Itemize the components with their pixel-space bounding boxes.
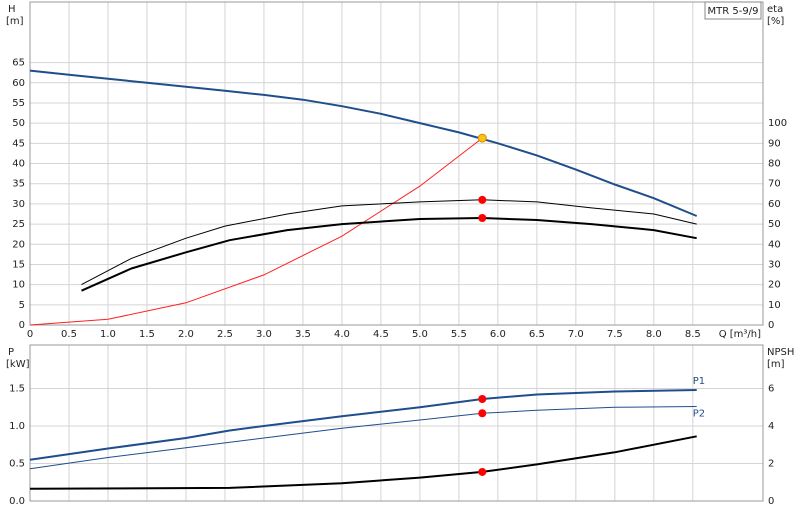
x-tick-label: 5.5 <box>451 329 467 340</box>
operating-point <box>478 395 487 403</box>
y2-tick-label: 6 <box>768 384 774 395</box>
operating-point <box>478 214 487 223</box>
operating-point <box>478 467 487 476</box>
y2-tick-label: 20 <box>768 280 781 291</box>
x-tick-label: 4.5 <box>373 329 389 340</box>
y-tick-label: 45 <box>12 138 25 149</box>
x-tick-label: 2.5 <box>217 329 233 340</box>
operating-point <box>477 133 487 143</box>
y2-tick-label: 100 <box>768 118 787 129</box>
x-tick-label: 0.5 <box>61 329 77 340</box>
y-tick-label: 25 <box>12 219 25 230</box>
y2-axis-label: NPSH <box>767 347 794 358</box>
x-axis-label: Q [m³/h] <box>719 329 761 340</box>
curve <box>29 406 697 470</box>
y-tick-label: 0.0 <box>9 496 25 507</box>
y-tick-label: 10 <box>12 280 25 291</box>
y2-tick-label: 50 <box>768 219 781 230</box>
plot-frame <box>29 1 764 326</box>
y-tick-label: 50 <box>12 118 25 129</box>
y2-tick-label: 80 <box>768 159 781 170</box>
y-tick-label: 1.0 <box>9 421 25 432</box>
x-tick-label: 4.0 <box>334 329 350 340</box>
y-tick-label: 1.5 <box>9 384 25 395</box>
y2-axis-unit: [%] <box>767 16 784 27</box>
x-tick-label: 6.5 <box>529 329 545 340</box>
curve <box>81 199 697 286</box>
y-tick-label: 35 <box>12 179 25 190</box>
x-tick-label: 1.0 <box>100 329 116 340</box>
y-tick-label: 15 <box>12 259 25 270</box>
y2-tick-label: 4 <box>768 421 774 432</box>
curve <box>29 389 697 461</box>
y-axis-unit: [kW] <box>6 359 30 370</box>
x-tick-label: 1.5 <box>139 329 155 340</box>
y2-tick-label: 0 <box>768 320 774 331</box>
y2-tick-label: 60 <box>768 199 781 210</box>
y-tick-label: 40 <box>12 159 25 170</box>
y-tick-label: 20 <box>12 239 25 250</box>
y2-tick-label: 40 <box>768 239 781 250</box>
plot-frame <box>29 344 764 502</box>
y2-tick-label: 2 <box>768 459 774 470</box>
operating-point <box>478 195 487 204</box>
x-tick-label: 8.5 <box>685 329 701 340</box>
series-label: P2 <box>693 409 705 420</box>
series-label: P1 <box>693 376 705 387</box>
curve <box>29 137 483 326</box>
y2-axis-unit: [m] <box>767 359 785 370</box>
y2-tick-label: 30 <box>768 259 781 270</box>
y2-tick-label: 70 <box>768 179 781 190</box>
title-box <box>704 1 762 20</box>
x-tick-label: 8.0 <box>646 329 662 340</box>
y-tick-label: 0 <box>19 320 25 331</box>
y-tick-label: 0.5 <box>9 459 25 470</box>
y-tick-label: 55 <box>12 98 25 109</box>
x-tick-label: 6.0 <box>490 329 506 340</box>
x-tick-label: 5.0 <box>412 329 428 340</box>
title: MTR 5-9/9 <box>708 6 759 17</box>
x-tick-label: 2.0 <box>178 329 194 340</box>
y-tick-label: 65 <box>12 58 25 69</box>
y2-tick-label: 10 <box>768 300 781 311</box>
y-axis-unit: [m] <box>6 16 24 27</box>
x-tick-label: 7.5 <box>607 329 623 340</box>
y-tick-label: 5 <box>19 300 25 311</box>
curve <box>81 216 697 292</box>
x-tick-label: 3.0 <box>256 329 272 340</box>
y-tick-label: 30 <box>12 199 25 210</box>
x-tick-label: 3.5 <box>295 329 311 340</box>
y2-tick-label: 0 <box>768 496 774 507</box>
curve <box>29 435 697 490</box>
y-axis-label: P <box>8 347 14 358</box>
operating-point <box>478 409 487 418</box>
y-tick-label: 60 <box>12 78 25 89</box>
x-tick-label: 0 <box>27 329 33 340</box>
y-axis-label: H <box>8 4 16 15</box>
curve <box>29 69 698 217</box>
x-tick-label: 7.0 <box>568 329 584 340</box>
y2-axis-label: eta <box>767 4 783 15</box>
y2-tick-label: 90 <box>768 138 781 149</box>
